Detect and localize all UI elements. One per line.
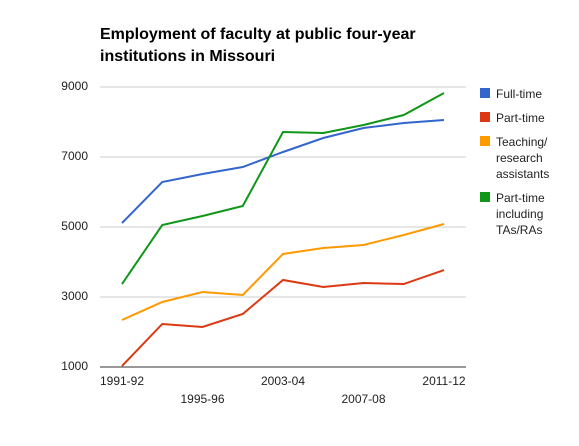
legend-label: Full-time xyxy=(496,87,543,101)
x-tick-label: 2011-12 xyxy=(422,374,465,388)
legend-swatch xyxy=(480,88,490,98)
x-tick-label: 2007-08 xyxy=(341,392,385,406)
x-tick-label: 1995-96 xyxy=(180,392,224,406)
legend-label: Part-time xyxy=(496,111,545,125)
legend-label: Part-time including TAs/RAs xyxy=(496,191,545,237)
legend-item: Teaching/ research assistants xyxy=(480,134,575,182)
legend-item: Part-time including TAs/RAs xyxy=(480,190,575,238)
chart-title: Employment of faculty at public four-yea… xyxy=(100,26,416,65)
legend-swatch xyxy=(480,192,490,202)
legend-item: Full-time xyxy=(480,86,575,102)
legend-swatch xyxy=(480,112,490,122)
y-tick-label: 5000 xyxy=(61,219,88,233)
y-tick-label: 3000 xyxy=(61,289,88,303)
y-tick-label: 9000 xyxy=(61,79,88,93)
legend-item: Part-time xyxy=(480,110,575,126)
y-tick-label: 1000 xyxy=(61,359,88,373)
legend: Full-time Part-time Teaching/ research ass… xyxy=(480,86,575,246)
x-tick-label: 1991-92 xyxy=(100,374,144,388)
x-tick-label: 2003-04 xyxy=(261,374,305,388)
line xyxy=(121,223,445,321)
line xyxy=(121,119,445,224)
line xyxy=(121,92,445,285)
y-tick-label: 7000 xyxy=(61,149,88,163)
line xyxy=(121,269,445,367)
legend-label: Teaching/ research assistants xyxy=(496,135,550,181)
legend-swatch xyxy=(480,136,490,146)
